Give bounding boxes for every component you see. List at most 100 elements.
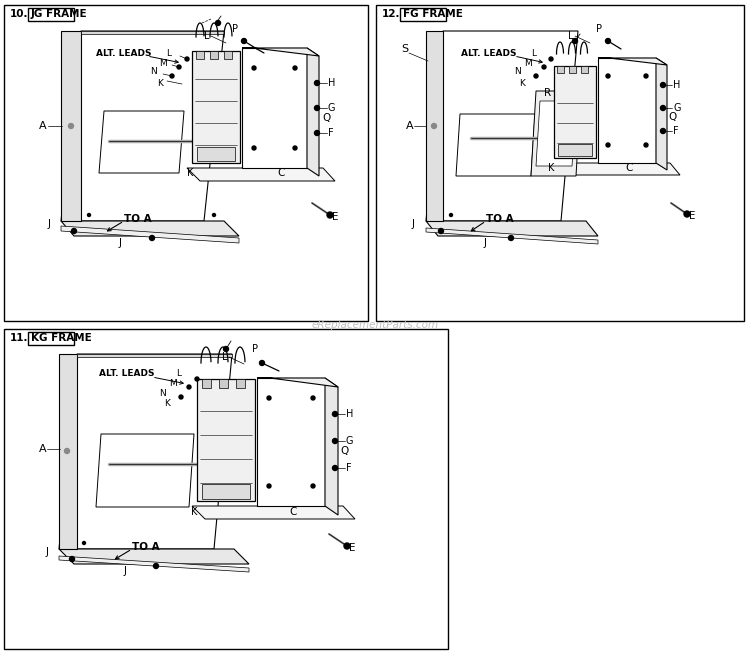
Text: TO A: TO A [124, 214, 152, 224]
Circle shape [311, 484, 315, 488]
Text: ALT. LEADS: ALT. LEADS [461, 49, 517, 58]
Text: FG FRAME: FG FRAME [403, 9, 463, 19]
Polygon shape [456, 114, 535, 176]
Text: C: C [289, 507, 296, 517]
Circle shape [267, 396, 271, 400]
Polygon shape [257, 378, 338, 387]
Text: E: E [332, 212, 338, 222]
Polygon shape [81, 31, 224, 34]
Text: K: K [548, 163, 554, 173]
Bar [4, 329, 448, 649]
Circle shape [260, 361, 265, 365]
Bar [197, 147, 235, 161]
Circle shape [661, 106, 665, 110]
Polygon shape [59, 549, 249, 564]
Text: TO A: TO A [132, 542, 160, 552]
Text: K: K [187, 168, 194, 178]
Text: K: K [519, 78, 525, 87]
Circle shape [549, 57, 553, 61]
Text: A: A [39, 121, 46, 131]
Text: C: C [625, 163, 632, 173]
Circle shape [267, 484, 271, 488]
Circle shape [195, 377, 199, 381]
Circle shape [572, 39, 578, 43]
Circle shape [314, 106, 320, 110]
Polygon shape [325, 378, 338, 515]
Polygon shape [536, 101, 576, 166]
Bar [400, 8, 445, 21]
Text: E: E [689, 211, 695, 221]
Polygon shape [307, 48, 319, 176]
Circle shape [64, 449, 70, 453]
Text: G: G [328, 103, 335, 113]
Text: L: L [222, 352, 227, 362]
Text: H: H [328, 78, 335, 88]
Text: J: J [48, 219, 51, 229]
Bar [202, 484, 250, 499]
Bar [558, 144, 592, 156]
Bar [557, 66, 564, 73]
Circle shape [179, 395, 183, 399]
Bar [28, 332, 74, 345]
Polygon shape [61, 31, 224, 221]
Circle shape [332, 438, 338, 443]
Circle shape [215, 20, 220, 26]
Text: N: N [150, 68, 157, 76]
Polygon shape [77, 354, 232, 357]
Polygon shape [426, 221, 598, 236]
Text: M: M [169, 378, 177, 388]
Text: TO A: TO A [486, 214, 514, 224]
Bar [224, 51, 232, 59]
Text: J: J [484, 238, 487, 248]
Text: eReplacementParts.com: eReplacementParts.com [311, 320, 439, 330]
Text: N: N [159, 388, 166, 397]
Circle shape [293, 146, 297, 150]
Bar [28, 8, 74, 21]
Text: C: C [277, 168, 284, 178]
Circle shape [82, 541, 86, 545]
Bar [236, 379, 245, 388]
Circle shape [534, 74, 538, 78]
Text: KG FRAME: KG FRAME [31, 333, 92, 343]
Circle shape [149, 235, 154, 240]
Circle shape [644, 143, 648, 147]
Bar [210, 51, 218, 59]
Polygon shape [59, 354, 77, 549]
Text: P: P [232, 24, 238, 34]
Circle shape [252, 146, 256, 150]
Polygon shape [242, 48, 307, 168]
Polygon shape [197, 379, 255, 501]
Polygon shape [531, 91, 581, 176]
Text: R: R [544, 88, 551, 98]
Circle shape [661, 129, 665, 133]
Text: F: F [673, 126, 679, 136]
Circle shape [170, 74, 174, 78]
Circle shape [509, 235, 514, 240]
Text: F: F [346, 463, 352, 473]
Circle shape [224, 346, 229, 351]
Text: G: G [673, 103, 680, 113]
Polygon shape [426, 31, 578, 221]
Text: A: A [39, 444, 46, 454]
Text: J: J [46, 547, 49, 557]
Polygon shape [96, 434, 194, 507]
Text: G: G [346, 436, 353, 446]
Text: L: L [204, 31, 209, 41]
Circle shape [449, 214, 452, 217]
Text: L: L [176, 369, 181, 378]
Circle shape [332, 466, 338, 470]
Text: K: K [164, 399, 170, 407]
Text: J: J [124, 566, 127, 576]
Circle shape [606, 143, 610, 147]
Text: F: F [328, 128, 334, 138]
Circle shape [344, 543, 350, 549]
Circle shape [68, 124, 74, 129]
Polygon shape [242, 48, 319, 56]
Circle shape [177, 65, 181, 69]
Text: Q: Q [322, 113, 330, 123]
Polygon shape [61, 31, 81, 221]
Circle shape [88, 214, 91, 217]
Circle shape [684, 211, 690, 217]
Circle shape [605, 39, 610, 43]
Circle shape [187, 385, 191, 389]
